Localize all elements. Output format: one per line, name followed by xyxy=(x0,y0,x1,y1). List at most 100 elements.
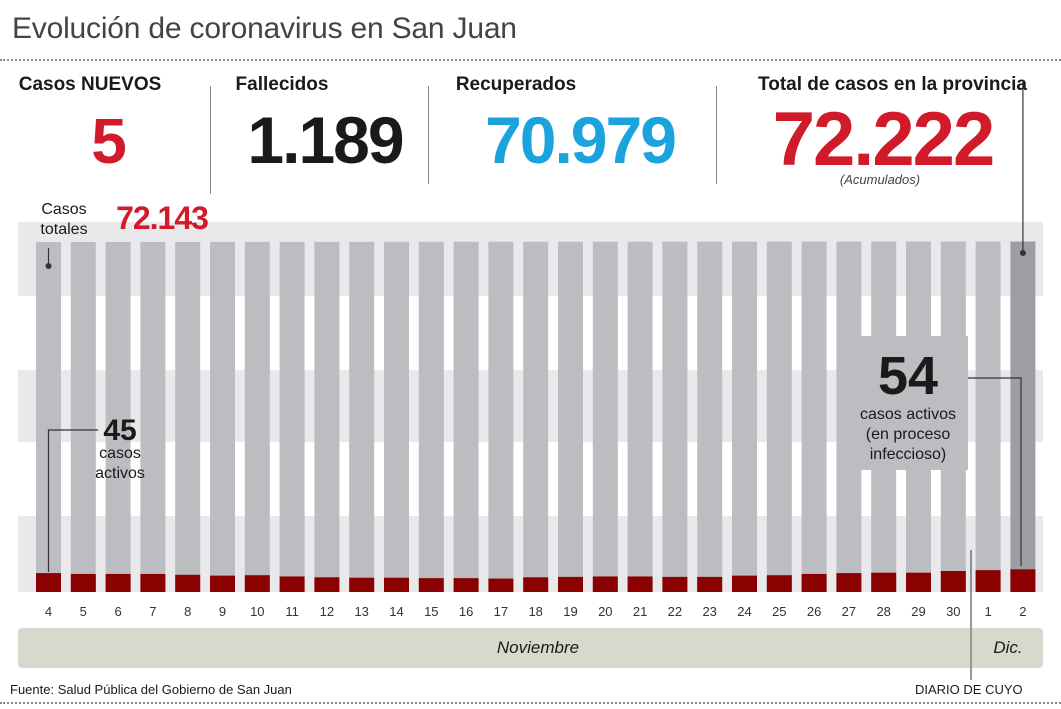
total-bar-26 xyxy=(801,241,827,593)
tick-label-26: 26 xyxy=(807,604,821,619)
active-bar-21 xyxy=(627,576,653,592)
active-bar-6 xyxy=(105,573,131,592)
tick-label-9: 9 xyxy=(219,604,226,619)
tick-label-4: 4 xyxy=(45,604,52,619)
recovered-value: 70.979 xyxy=(485,103,677,177)
total-bar-5 xyxy=(70,241,96,592)
month-bar xyxy=(18,628,1043,668)
total-value: 72.222 xyxy=(772,97,995,182)
total-bar-22 xyxy=(662,241,688,592)
active-bar-5 xyxy=(70,573,96,592)
tick-label-23: 23 xyxy=(702,604,716,619)
tick-label-17: 17 xyxy=(494,604,508,619)
total-note: (Acumulados) xyxy=(839,172,921,187)
total-bar-6 xyxy=(105,241,131,592)
active-bar-12 xyxy=(314,577,340,592)
tick-label-22: 22 xyxy=(668,604,682,619)
total-cases-start-value: 72.143 xyxy=(116,200,209,236)
month-label-november: Noviembre xyxy=(496,638,580,657)
total-bar-8 xyxy=(175,241,201,592)
total-bar-25 xyxy=(766,241,792,593)
recovered-label: Recuperados xyxy=(455,74,577,95)
tick-label-15: 15 xyxy=(424,604,438,619)
tick-label-24: 24 xyxy=(737,604,751,619)
stats-separator-1 xyxy=(210,86,211,194)
end-active-connector xyxy=(968,377,1022,566)
total-cases-caption-line2: totales xyxy=(40,221,88,238)
active-bar-17 xyxy=(488,578,514,592)
footer-divider xyxy=(0,702,1061,704)
tick-label-20: 20 xyxy=(598,604,612,619)
stats-separator-2 xyxy=(428,86,429,184)
total-bar-17 xyxy=(488,241,514,592)
total-bar-10 xyxy=(244,241,270,592)
new-cases-value: 5 xyxy=(91,105,127,177)
month-label-december: Dic. xyxy=(993,638,1023,657)
active-bar-24 xyxy=(732,575,757,592)
active-bar-30 xyxy=(940,571,966,592)
end-active-caption-line1: casos activos xyxy=(859,406,957,423)
deaths-value: 1.189 xyxy=(247,103,404,177)
total-bar-13 xyxy=(349,241,375,592)
total-bar-21 xyxy=(627,241,653,593)
tick-label-10: 10 xyxy=(250,604,264,619)
total-label: Total de casos en la provincia xyxy=(758,74,1027,95)
new-cases-label: Casos NUEVOS xyxy=(18,74,162,95)
publisher-credit: DIARIO DE CUYO xyxy=(915,682,1023,697)
total-bar-2 xyxy=(1010,241,1036,592)
active-bar-8 xyxy=(175,574,201,592)
page-title: Evolución de coronavirus en San Juan xyxy=(12,12,517,45)
tick-label-2: 2 xyxy=(1019,604,1026,619)
active-bar-15 xyxy=(418,578,444,592)
total-bar-7 xyxy=(140,241,166,592)
tick-label-12: 12 xyxy=(320,604,334,619)
title-divider xyxy=(0,59,1061,61)
start-active-caption-line2: activos xyxy=(95,465,145,482)
active-cases-bars xyxy=(36,569,1036,592)
tick-label-19: 19 xyxy=(563,604,577,619)
active-bar-18 xyxy=(523,577,549,592)
active-bar-13 xyxy=(349,577,375,592)
total-bar-11 xyxy=(279,241,305,592)
total-bar-18 xyxy=(523,241,549,592)
deaths-label: Fallecidos xyxy=(235,74,329,95)
end-active-caption-line2: (en proceso xyxy=(865,426,951,443)
active-bar-27 xyxy=(836,573,862,592)
active-bar-4 xyxy=(36,573,61,592)
active-bar-14 xyxy=(384,577,409,592)
end-active-label-background xyxy=(848,336,968,470)
total-bar-20 xyxy=(592,241,618,593)
active-bar-29 xyxy=(906,572,931,592)
active-bar-19 xyxy=(558,576,583,592)
total-bar-24 xyxy=(732,241,757,593)
start-active-connector xyxy=(47,429,98,572)
active-bar-7 xyxy=(140,573,166,592)
active-bar-1 xyxy=(975,570,1001,592)
active-bar-23 xyxy=(697,576,723,592)
active-bar-25 xyxy=(766,575,792,592)
tick-label-5: 5 xyxy=(80,604,87,619)
total-cases-caption: Casos totales xyxy=(28,200,100,240)
end-active-caption-line3: infeccioso) xyxy=(869,446,947,463)
tick-label-18: 18 xyxy=(528,604,542,619)
start-active-value: 45 xyxy=(103,414,137,447)
total-bar-9 xyxy=(210,241,235,592)
start-active-caption-line1: casos xyxy=(99,445,141,462)
tick-label-21: 21 xyxy=(633,604,647,619)
total-bar-1 xyxy=(975,241,1001,592)
active-bar-11 xyxy=(279,576,305,592)
total-bar-19 xyxy=(558,241,583,592)
tick-label-11: 11 xyxy=(285,604,299,619)
tick-label-6: 6 xyxy=(114,604,121,619)
source-note: Fuente: Salud Pública del Gobierno de Sa… xyxy=(10,682,292,697)
tick-label-1: 1 xyxy=(984,604,991,619)
total-bar-16 xyxy=(453,241,479,593)
tick-label-25: 25 xyxy=(772,604,786,619)
active-bar-16 xyxy=(453,578,479,592)
tick-label-30: 30 xyxy=(946,604,960,619)
total-cases-caption-line1: Casos xyxy=(41,201,87,218)
stats-separator-3 xyxy=(716,86,717,184)
tick-label-13: 13 xyxy=(354,604,368,619)
tick-label-14: 14 xyxy=(389,604,403,619)
